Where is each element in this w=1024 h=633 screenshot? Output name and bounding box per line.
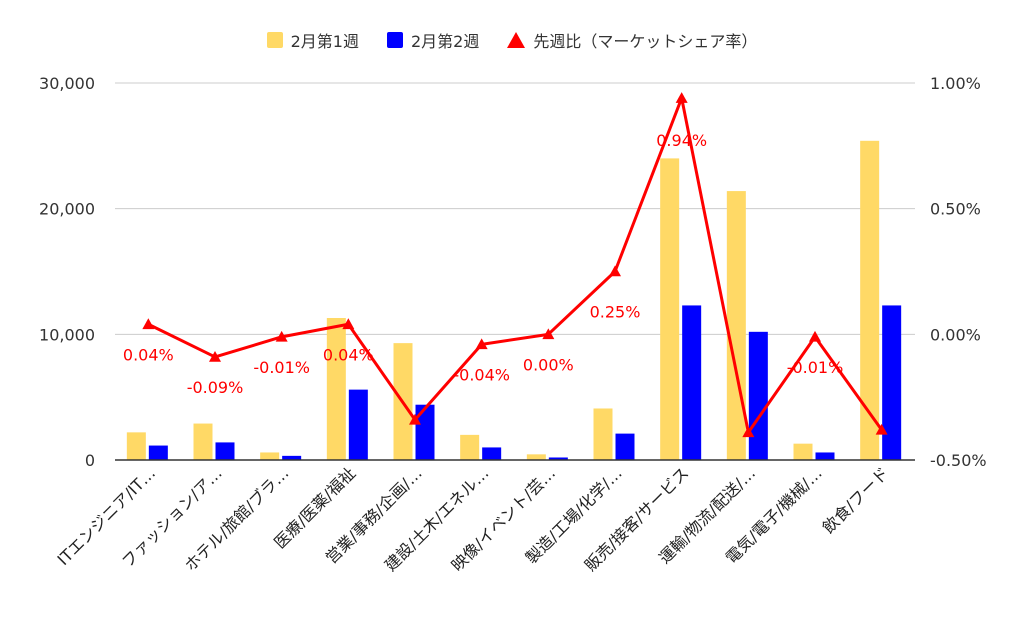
right-tick-label: 1.00% (930, 74, 981, 93)
legend: 2月第1週 2月第2週 先週比（マーケットシェア率） (0, 28, 1024, 52)
bar-week2 (815, 452, 835, 460)
right-tick-label: 0.00% (930, 325, 981, 344)
share-point (142, 318, 155, 330)
triangle-icon (507, 32, 526, 48)
bar-week1 (660, 158, 680, 460)
bar-week2 (682, 305, 702, 460)
bar-week2 (215, 442, 235, 460)
left-tick-label: 0 (85, 451, 95, 470)
share-point (342, 318, 355, 330)
bar-week1 (593, 408, 613, 460)
share-point (809, 330, 821, 342)
share-data-label: 0.04% (323, 345, 374, 364)
share-point (475, 338, 488, 350)
share-point (275, 330, 288, 342)
share-point (609, 265, 621, 277)
bar-week2 (148, 445, 168, 460)
bar-week1 (793, 443, 813, 460)
share-data-label: -0.01% (787, 358, 844, 377)
legend-swatch-week1 (266, 32, 283, 48)
share-point (742, 426, 755, 438)
bar-week1 (326, 317, 346, 460)
bar-week2 (282, 455, 302, 460)
bar-week1 (126, 432, 146, 460)
share-point (875, 423, 888, 435)
share-data-label: 0.00% (523, 355, 574, 374)
share-point (409, 413, 421, 425)
bar-week1 (260, 452, 280, 460)
share-data-label: -0.04% (453, 365, 510, 384)
share-data-label: 0.94% (656, 131, 707, 150)
right-tick-label: 0.50% (930, 200, 981, 219)
bar-week2 (482, 447, 502, 460)
bar-week1 (460, 434, 480, 460)
share-point (209, 350, 221, 362)
bar-week2 (548, 457, 568, 460)
left-tick-label: 30,000 (39, 74, 95, 93)
bar-week2 (348, 389, 368, 460)
bar-week2 (882, 305, 902, 460)
bar-week2 (415, 404, 435, 460)
bar-week1 (726, 191, 746, 460)
left-tick-label: 20,000 (39, 200, 95, 219)
left-tick-label: 10,000 (39, 325, 95, 344)
legend-swatch-week2 (386, 32, 403, 48)
legend-label-week1: 2月第1週 (290, 32, 359, 51)
legend-item-week1[interactable]: 2月第1週 (266, 28, 359, 52)
share-point (675, 92, 688, 103)
share-data-label: -0.01% (253, 358, 310, 377)
legend-item-share[interactable]: 先週比（マーケットシェア率） (507, 28, 757, 52)
bar-week2 (615, 433, 635, 460)
share-data-label: 0.04% (123, 345, 174, 364)
bar-week2 (748, 331, 768, 460)
right-tick-label: -0.50% (930, 451, 987, 470)
share-point (542, 328, 555, 340)
bar-week1 (860, 140, 880, 460)
legend-label-week2: 2月第2週 (410, 32, 480, 51)
share-data-label: 0.25% (590, 303, 641, 322)
legend-item-week2[interactable]: 2月第2週 (386, 28, 480, 52)
bar-week1 (193, 423, 213, 460)
bar-week1 (526, 454, 546, 460)
share-line (147, 96, 883, 434)
legend-label-share: 先週比（マーケットシェア率） (533, 32, 758, 51)
category-label: 飲食/フード (819, 463, 893, 537)
share-data-label: -0.09% (187, 378, 244, 397)
